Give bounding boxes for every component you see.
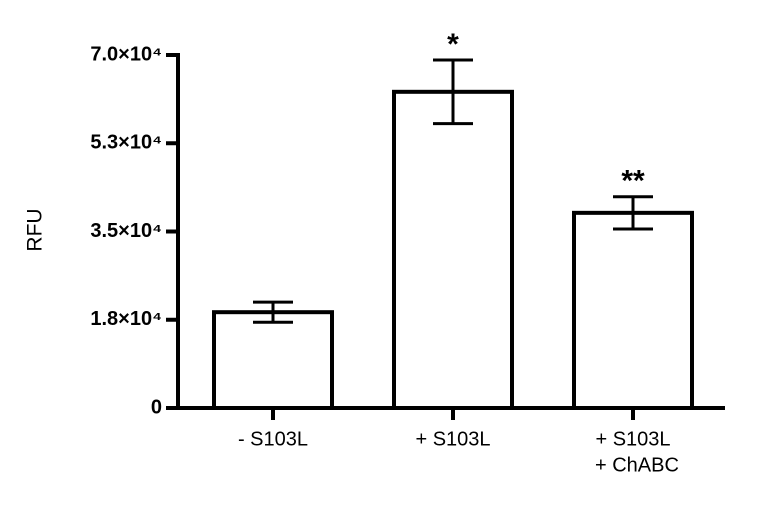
y-tick-label: 3.5×10⁴	[90, 220, 162, 242]
x-tick-label: + S103L	[415, 428, 490, 450]
y-tick-label: 7.0×10⁴	[90, 43, 162, 65]
y-tick-label: 0	[151, 396, 162, 418]
y-tick-label: 1.8×10⁴	[90, 308, 162, 330]
x-tick-label: - S103L	[238, 428, 308, 450]
y-axis-label: RFU	[24, 208, 47, 251]
error-bar	[613, 195, 653, 231]
bar	[392, 89, 514, 410]
error-bar	[433, 58, 473, 126]
bar	[212, 310, 334, 410]
error-bar	[253, 300, 293, 324]
x-tick-label: + ChABC	[595, 454, 679, 476]
annotation: *	[447, 28, 459, 61]
x-tick-label: + S103L	[595, 428, 670, 450]
annotation: **	[621, 165, 645, 198]
bar	[572, 210, 694, 410]
y-tick-label: 5.3×10⁴	[90, 132, 162, 154]
